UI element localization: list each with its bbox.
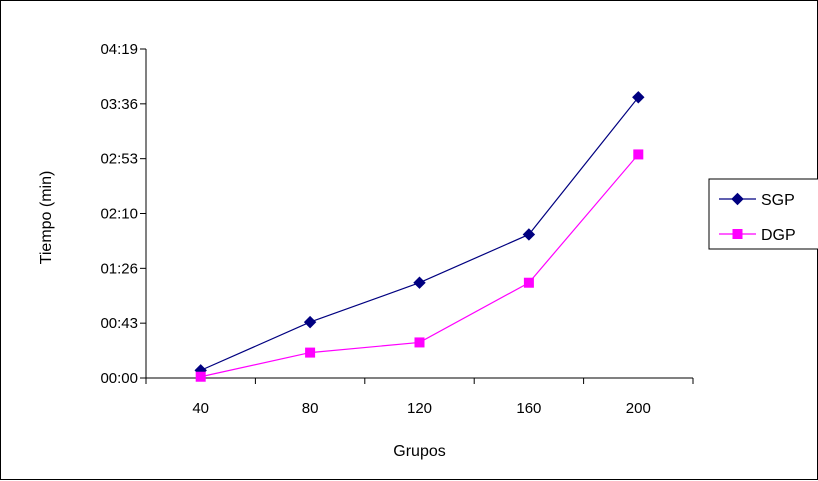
y-tick-label: 02:10 [100,206,138,223]
y-tick-label: 01:26 [100,260,138,277]
legend: SGP DGP [708,178,818,250]
x-tick-label: 40 [192,400,209,417]
x-axis-title: Grupos [393,443,445,460]
series-dgp-point [523,277,534,288]
series-layer [194,91,645,382]
legend-sgp-marker [731,192,744,206]
legend-box [708,178,818,250]
series-dgp-point [633,149,644,160]
y-tick-label: 02:53 [100,151,138,168]
series-dgp-point [414,337,425,348]
y-axis: 00:00 00:43 01:26 02:10 02:53 03:36 04:19 [100,41,147,387]
series-sgp [194,91,645,377]
y-tick-label: 03:36 [100,96,138,113]
legend-sgp-label: SGP [761,192,795,209]
x-tick-label: 160 [516,400,541,417]
x-tick-label: 200 [626,400,651,417]
series-sgp-point [413,276,426,289]
y-tick-label: 04:19 [100,41,138,58]
y-tick-label: 00:00 [100,370,138,387]
y-axis-title: Tiempo (min) [38,171,55,265]
legend-dgp-marker [732,229,743,239]
y-tick-label: 00:43 [100,315,138,332]
series-sgp-point [632,91,645,104]
series-dgp-point [195,371,206,382]
legend-dgp-label: DGP [761,227,796,244]
series-sgp-point [522,228,536,241]
series-dgp-point [305,347,316,358]
series-sgp-point [303,315,317,329]
x-axis: 40 80 120 160 200 [145,377,694,417]
series-sgp-line [200,96,639,371]
x-tick-label: 80 [302,400,319,417]
x-tick-label: 120 [407,400,432,417]
series-dgp [195,149,644,382]
